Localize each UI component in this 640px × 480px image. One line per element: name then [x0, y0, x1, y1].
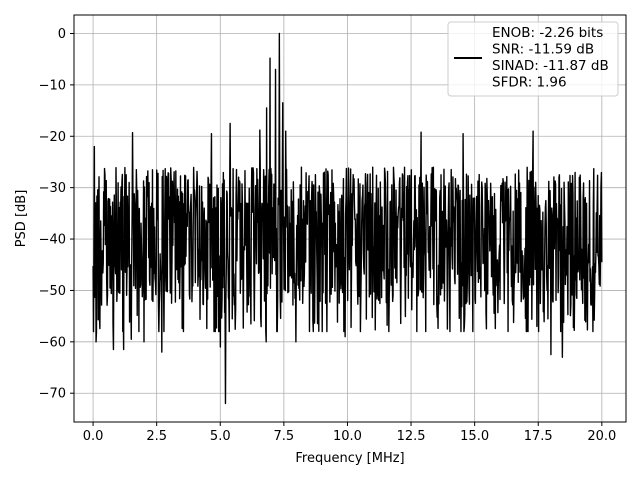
legend-enob-text: ENOB: -2.26 bits: [492, 25, 603, 41]
x-tick-label: 5.0: [210, 429, 231, 444]
y-tick-label: −10: [39, 78, 66, 93]
y-tick-label: 0: [58, 27, 66, 42]
legend-box: [447, 21, 619, 97]
legend-snr-text: SNR: -11.59 dB: [492, 42, 594, 58]
legend-sfdr-text: SFDR: 1.96: [492, 75, 567, 91]
y-axis-ticks: 0 −10 −20 −30 −40 −50 −60 −70: [39, 27, 74, 402]
y-tick-label: −70: [39, 387, 66, 402]
x-tick-label: 7.5: [274, 429, 295, 444]
y-tick-label: −50: [39, 284, 66, 299]
y-tick-label: −60: [39, 335, 66, 350]
plot-area: [92, 32, 603, 405]
x-axis-label: Frequency [MHz]: [295, 451, 404, 466]
y-tick-label: −40: [39, 233, 66, 248]
x-tick-label: 10.0: [333, 429, 362, 444]
x-tick-label: 0.0: [83, 429, 104, 444]
x-tick-label: 2.5: [146, 429, 167, 444]
psd-series-line: [92, 32, 603, 405]
y-tick-label: −30: [39, 181, 66, 196]
y-tick-label: −20: [39, 130, 66, 145]
legend-sinad-text: SINAD: -11.87 dB: [492, 58, 609, 74]
legend: ENOB: -2.26 bits SNR: -11.59 dB SINAD: -…: [447, 21, 619, 97]
y-axis-label: PSD [dB]: [14, 190, 29, 248]
axes-frame: [73, 14, 627, 423]
x-tick-label: 17.5: [524, 429, 553, 444]
x-tick-label: 20.0: [587, 429, 616, 444]
x-axis-ticks: 0.0 2.5 5.0 7.5 10.0 12.5 15.0 17.5 20.0: [83, 422, 616, 444]
x-tick-label: 12.5: [397, 429, 426, 444]
x-tick-label: 15.0: [460, 429, 489, 444]
